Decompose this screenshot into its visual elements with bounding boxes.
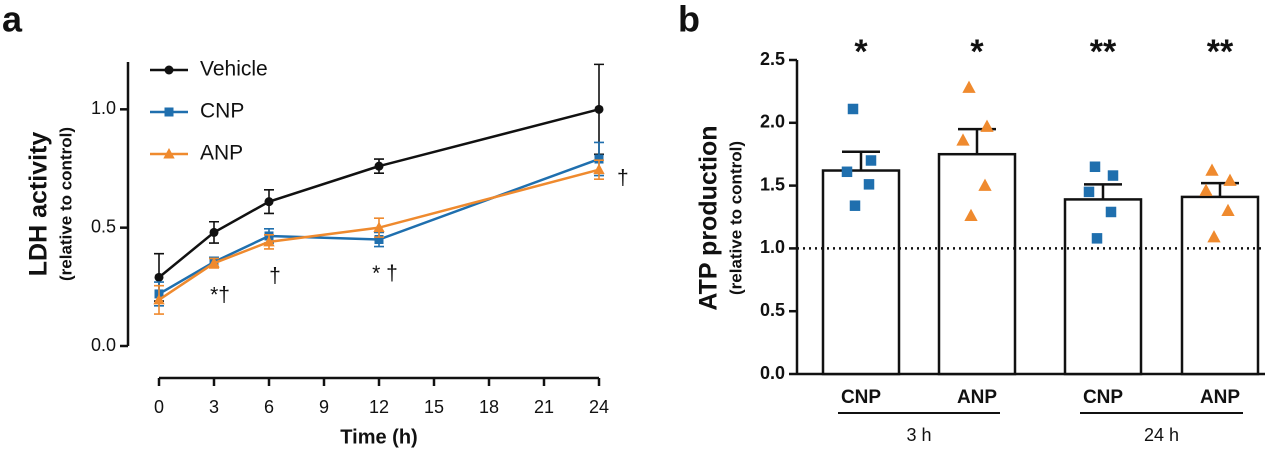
- panel-label: a: [2, 0, 23, 40]
- marker: [964, 208, 978, 221]
- error-bar: [1084, 183, 1122, 200]
- marker: [1207, 230, 1221, 243]
- significance: *: [970, 33, 984, 71]
- annotation: * †: [372, 262, 398, 285]
- bar: [1063, 198, 1143, 376]
- x-tick-label: CNP: [1083, 387, 1123, 408]
- y-tick-label: 0.0: [91, 335, 116, 355]
- marker: [1105, 206, 1117, 218]
- x-tick-label: ANP: [1200, 387, 1240, 408]
- x-tick-label: 9: [319, 397, 329, 417]
- marker: [1089, 161, 1101, 173]
- marker: [1107, 170, 1119, 181]
- group-label: 3 h: [906, 425, 931, 445]
- marker: [209, 227, 219, 237]
- marker: [1083, 186, 1095, 198]
- y-tick-label: 0.5: [760, 300, 785, 320]
- y-axis-label: ATP production: [695, 125, 723, 310]
- marker: [163, 148, 175, 159]
- x-tick-label: 15: [424, 397, 444, 417]
- marker: [594, 104, 604, 114]
- y-tick-label: 0.0: [760, 363, 785, 383]
- marker: [1223, 173, 1237, 186]
- marker: [1091, 233, 1103, 244]
- x-tick-label: 3: [209, 397, 219, 417]
- x-tick-label: 12: [369, 397, 389, 417]
- marker: [863, 179, 875, 190]
- marker: [154, 272, 164, 282]
- annotation: †: [617, 167, 629, 190]
- marker: [956, 133, 970, 146]
- marker: [978, 178, 992, 191]
- marker: [164, 65, 174, 75]
- bar: [937, 152, 1017, 376]
- marker: [841, 166, 853, 178]
- marker: [373, 221, 385, 233]
- marker: [594, 154, 604, 164]
- marker: [1199, 183, 1213, 196]
- bar: [1180, 195, 1260, 376]
- significance: *: [854, 33, 868, 71]
- y-axis-sublabel: (relative to control): [56, 127, 75, 281]
- x-tick-label: 24: [589, 397, 609, 417]
- legend-label: CNP: [200, 100, 244, 123]
- marker: [1221, 203, 1235, 216]
- legend-label: Vehicle: [200, 58, 268, 81]
- y-tick-label: 1.0: [760, 237, 785, 257]
- marker: [264, 197, 274, 207]
- x-axis-label: Time (h): [340, 426, 417, 448]
- marker: [865, 155, 877, 166]
- x-tick-label: CNP: [841, 387, 881, 408]
- series-line: [158, 108, 600, 279]
- bar: [821, 169, 901, 376]
- x-tick-label: 18: [479, 397, 499, 417]
- marker: [374, 161, 384, 171]
- y-tick-label: 1.0: [91, 98, 116, 118]
- marker: [263, 235, 275, 247]
- y-axis-label: LDH activity: [25, 132, 53, 277]
- marker: [847, 103, 859, 115]
- y-tick-label: 2.5: [760, 49, 785, 69]
- marker: [593, 163, 605, 175]
- significance: **: [1090, 33, 1117, 71]
- y-tick-label: 1.5: [760, 174, 785, 194]
- x-tick-label: 0: [154, 397, 164, 417]
- y-tick-label: 0.5: [91, 216, 116, 236]
- marker: [1205, 163, 1219, 176]
- marker: [208, 257, 220, 268]
- error-bar: [842, 150, 880, 171]
- marker: [980, 119, 994, 132]
- x-tick-label: 21: [534, 397, 554, 417]
- annotation: †: [269, 265, 281, 288]
- y-tick-label: 2.0: [760, 112, 785, 132]
- marker: [849, 200, 861, 211]
- marker: [164, 107, 174, 117]
- significance: **: [1207, 33, 1234, 71]
- annotation: *†: [210, 283, 230, 306]
- x-tick-label: ANP: [957, 387, 997, 408]
- x-tick-label: 6: [264, 397, 274, 417]
- group-label: 24 h: [1144, 425, 1179, 445]
- y-axis-sublabel: (relative to control): [726, 141, 745, 295]
- legend-label: ANP: [200, 142, 243, 165]
- panel-label: b: [678, 0, 700, 40]
- marker: [374, 235, 384, 244]
- marker: [962, 80, 976, 93]
- marker: [153, 293, 165, 305]
